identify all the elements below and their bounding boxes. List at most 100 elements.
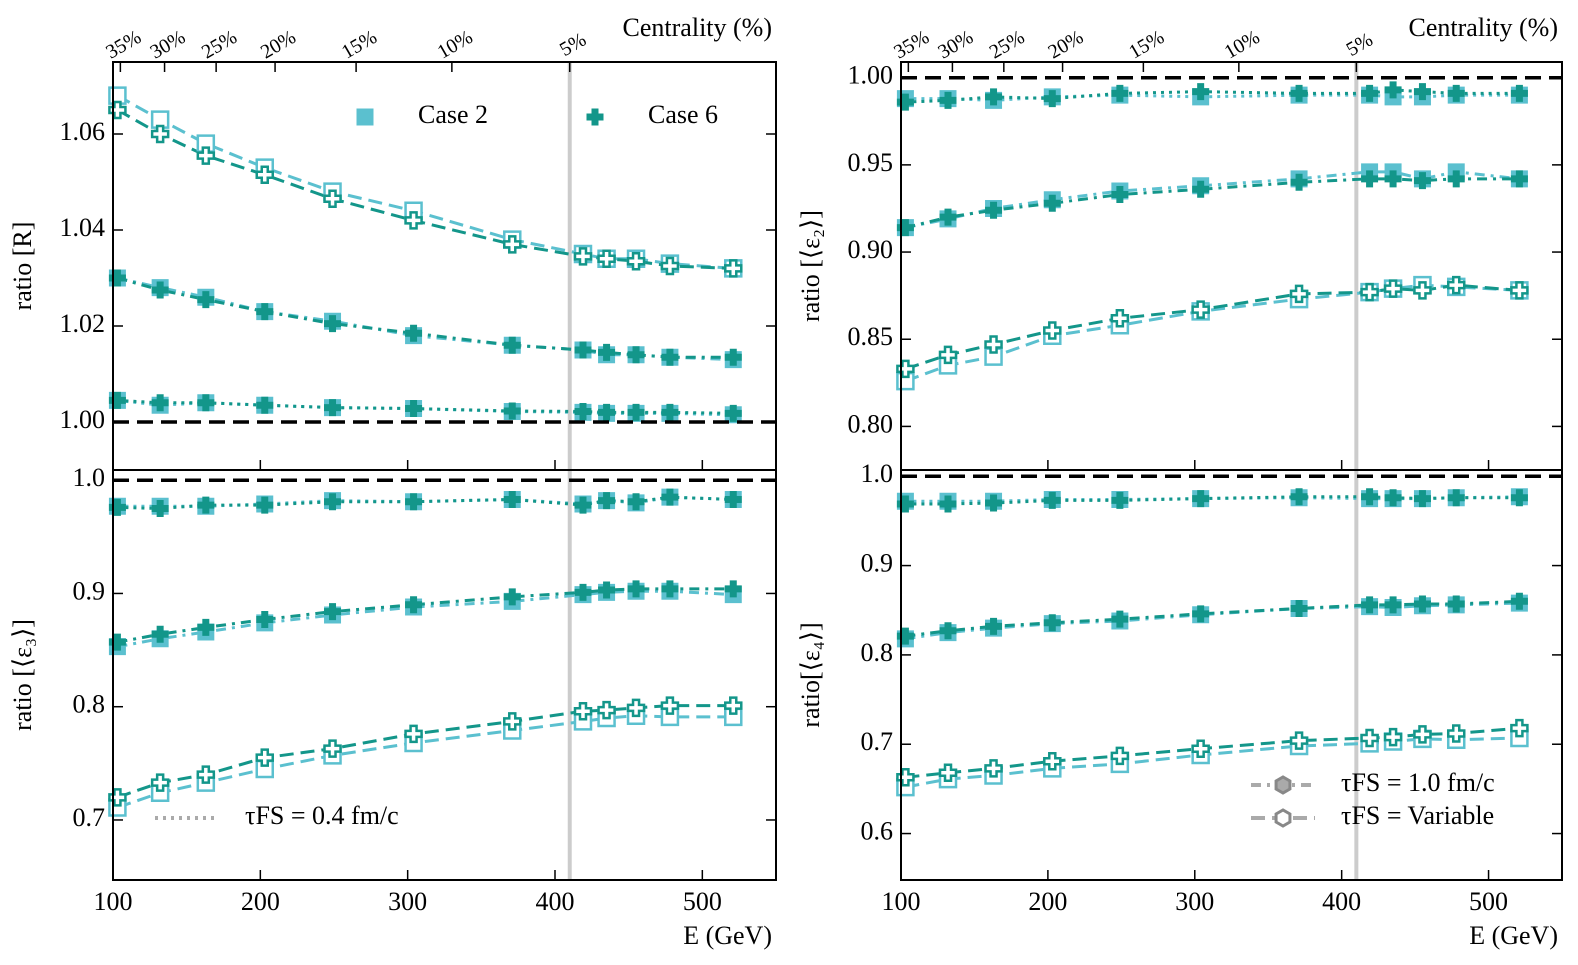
marker xyxy=(256,496,274,514)
marker xyxy=(1384,596,1402,614)
top-tick-label: 20% xyxy=(257,26,300,63)
y-tick-label: 0.80 xyxy=(848,409,894,438)
marker xyxy=(197,618,215,636)
marker xyxy=(598,492,616,510)
marker xyxy=(573,701,593,721)
marker xyxy=(626,698,646,718)
top-axis-label: Centrality (%) xyxy=(1409,13,1558,42)
marker xyxy=(574,402,592,420)
marker xyxy=(1384,81,1402,99)
marker xyxy=(1510,489,1528,507)
marker xyxy=(1447,170,1465,188)
marker xyxy=(1043,321,1062,340)
legend-marker xyxy=(1274,775,1292,795)
marker xyxy=(985,617,1003,635)
marker xyxy=(108,391,126,409)
legend-label: τFS = 1.0 fm/c xyxy=(1341,768,1495,797)
marker xyxy=(196,765,216,784)
x-tick-label: 200 xyxy=(1028,887,1067,916)
marker xyxy=(356,108,374,126)
legend-label: Case 6 xyxy=(648,100,718,129)
top-tick-label: 25% xyxy=(986,26,1029,63)
marker xyxy=(503,235,522,254)
y-tick-label: 0.6 xyxy=(861,817,894,846)
top-tick-label: 5% xyxy=(556,29,590,61)
marker xyxy=(896,93,914,111)
marker xyxy=(1361,84,1379,102)
x-tick-label: 400 xyxy=(536,887,575,916)
marker xyxy=(574,583,592,601)
marker xyxy=(108,269,126,287)
marker xyxy=(108,100,127,120)
marker xyxy=(197,291,215,309)
marker xyxy=(1413,83,1431,101)
marker xyxy=(324,493,342,511)
marker xyxy=(1510,592,1528,610)
marker xyxy=(1447,84,1465,102)
legend-label: τFS = 0.4 fm/c xyxy=(245,801,399,830)
marker xyxy=(939,208,957,226)
x-tick-label: 200 xyxy=(241,887,280,916)
x-tick-label: 500 xyxy=(683,887,722,916)
y-tick-label: 0.9 xyxy=(73,576,106,605)
marker xyxy=(597,249,616,269)
marker xyxy=(1110,746,1130,766)
marker xyxy=(405,324,423,342)
marker xyxy=(1043,194,1061,212)
series-line xyxy=(904,283,1520,383)
top-tick-label: 15% xyxy=(1125,26,1168,63)
marker xyxy=(626,251,646,271)
marker xyxy=(661,348,679,366)
marker xyxy=(1192,83,1210,101)
marker xyxy=(1111,491,1129,509)
legend-label: τFS = Variable xyxy=(1341,801,1494,830)
y-tick-label: 1.0 xyxy=(861,459,894,488)
marker xyxy=(108,633,126,651)
marker xyxy=(661,580,679,598)
marker xyxy=(256,611,274,629)
marker xyxy=(405,400,423,418)
marker xyxy=(503,490,521,508)
marker xyxy=(1192,605,1210,623)
marker xyxy=(1289,284,1309,304)
marker xyxy=(985,88,1003,106)
y-axis-label: ratio [R] xyxy=(8,222,37,311)
y-tick-label: 1.02 xyxy=(60,309,106,338)
y-tick-label: 1.00 xyxy=(60,405,106,434)
marker xyxy=(586,108,604,126)
marker xyxy=(324,603,342,621)
plot-frame xyxy=(112,469,777,881)
marker xyxy=(1413,172,1431,190)
marker xyxy=(724,580,742,598)
marker xyxy=(1191,739,1210,758)
marker xyxy=(150,110,170,129)
marker xyxy=(724,259,743,278)
y-tick-label: 0.8 xyxy=(861,638,894,667)
marker xyxy=(985,201,1003,219)
marker xyxy=(896,768,915,787)
x-tick-label: 100 xyxy=(882,887,921,916)
marker xyxy=(939,495,957,513)
marker xyxy=(1360,728,1379,748)
marker xyxy=(1413,725,1432,744)
top-tick-label: 5% xyxy=(1343,29,1377,61)
top-tick-label: 35% xyxy=(102,26,145,63)
series-line xyxy=(116,714,734,809)
marker xyxy=(503,336,521,354)
marker xyxy=(661,488,679,506)
marker xyxy=(1110,309,1130,328)
top-axis-label: Centrality (%) xyxy=(623,13,772,42)
plot-frame xyxy=(900,61,1563,471)
series-line xyxy=(905,726,1520,779)
marker xyxy=(150,124,170,144)
marker xyxy=(896,495,914,513)
marker xyxy=(627,580,645,598)
marker xyxy=(1290,599,1308,617)
marker xyxy=(196,146,216,165)
marker xyxy=(1413,490,1431,508)
y-tick-label: 1.0 xyxy=(73,463,106,492)
marker xyxy=(896,219,914,237)
marker xyxy=(1413,281,1432,300)
x-axis-label: E (GeV) xyxy=(683,921,772,950)
marker xyxy=(1361,170,1379,188)
